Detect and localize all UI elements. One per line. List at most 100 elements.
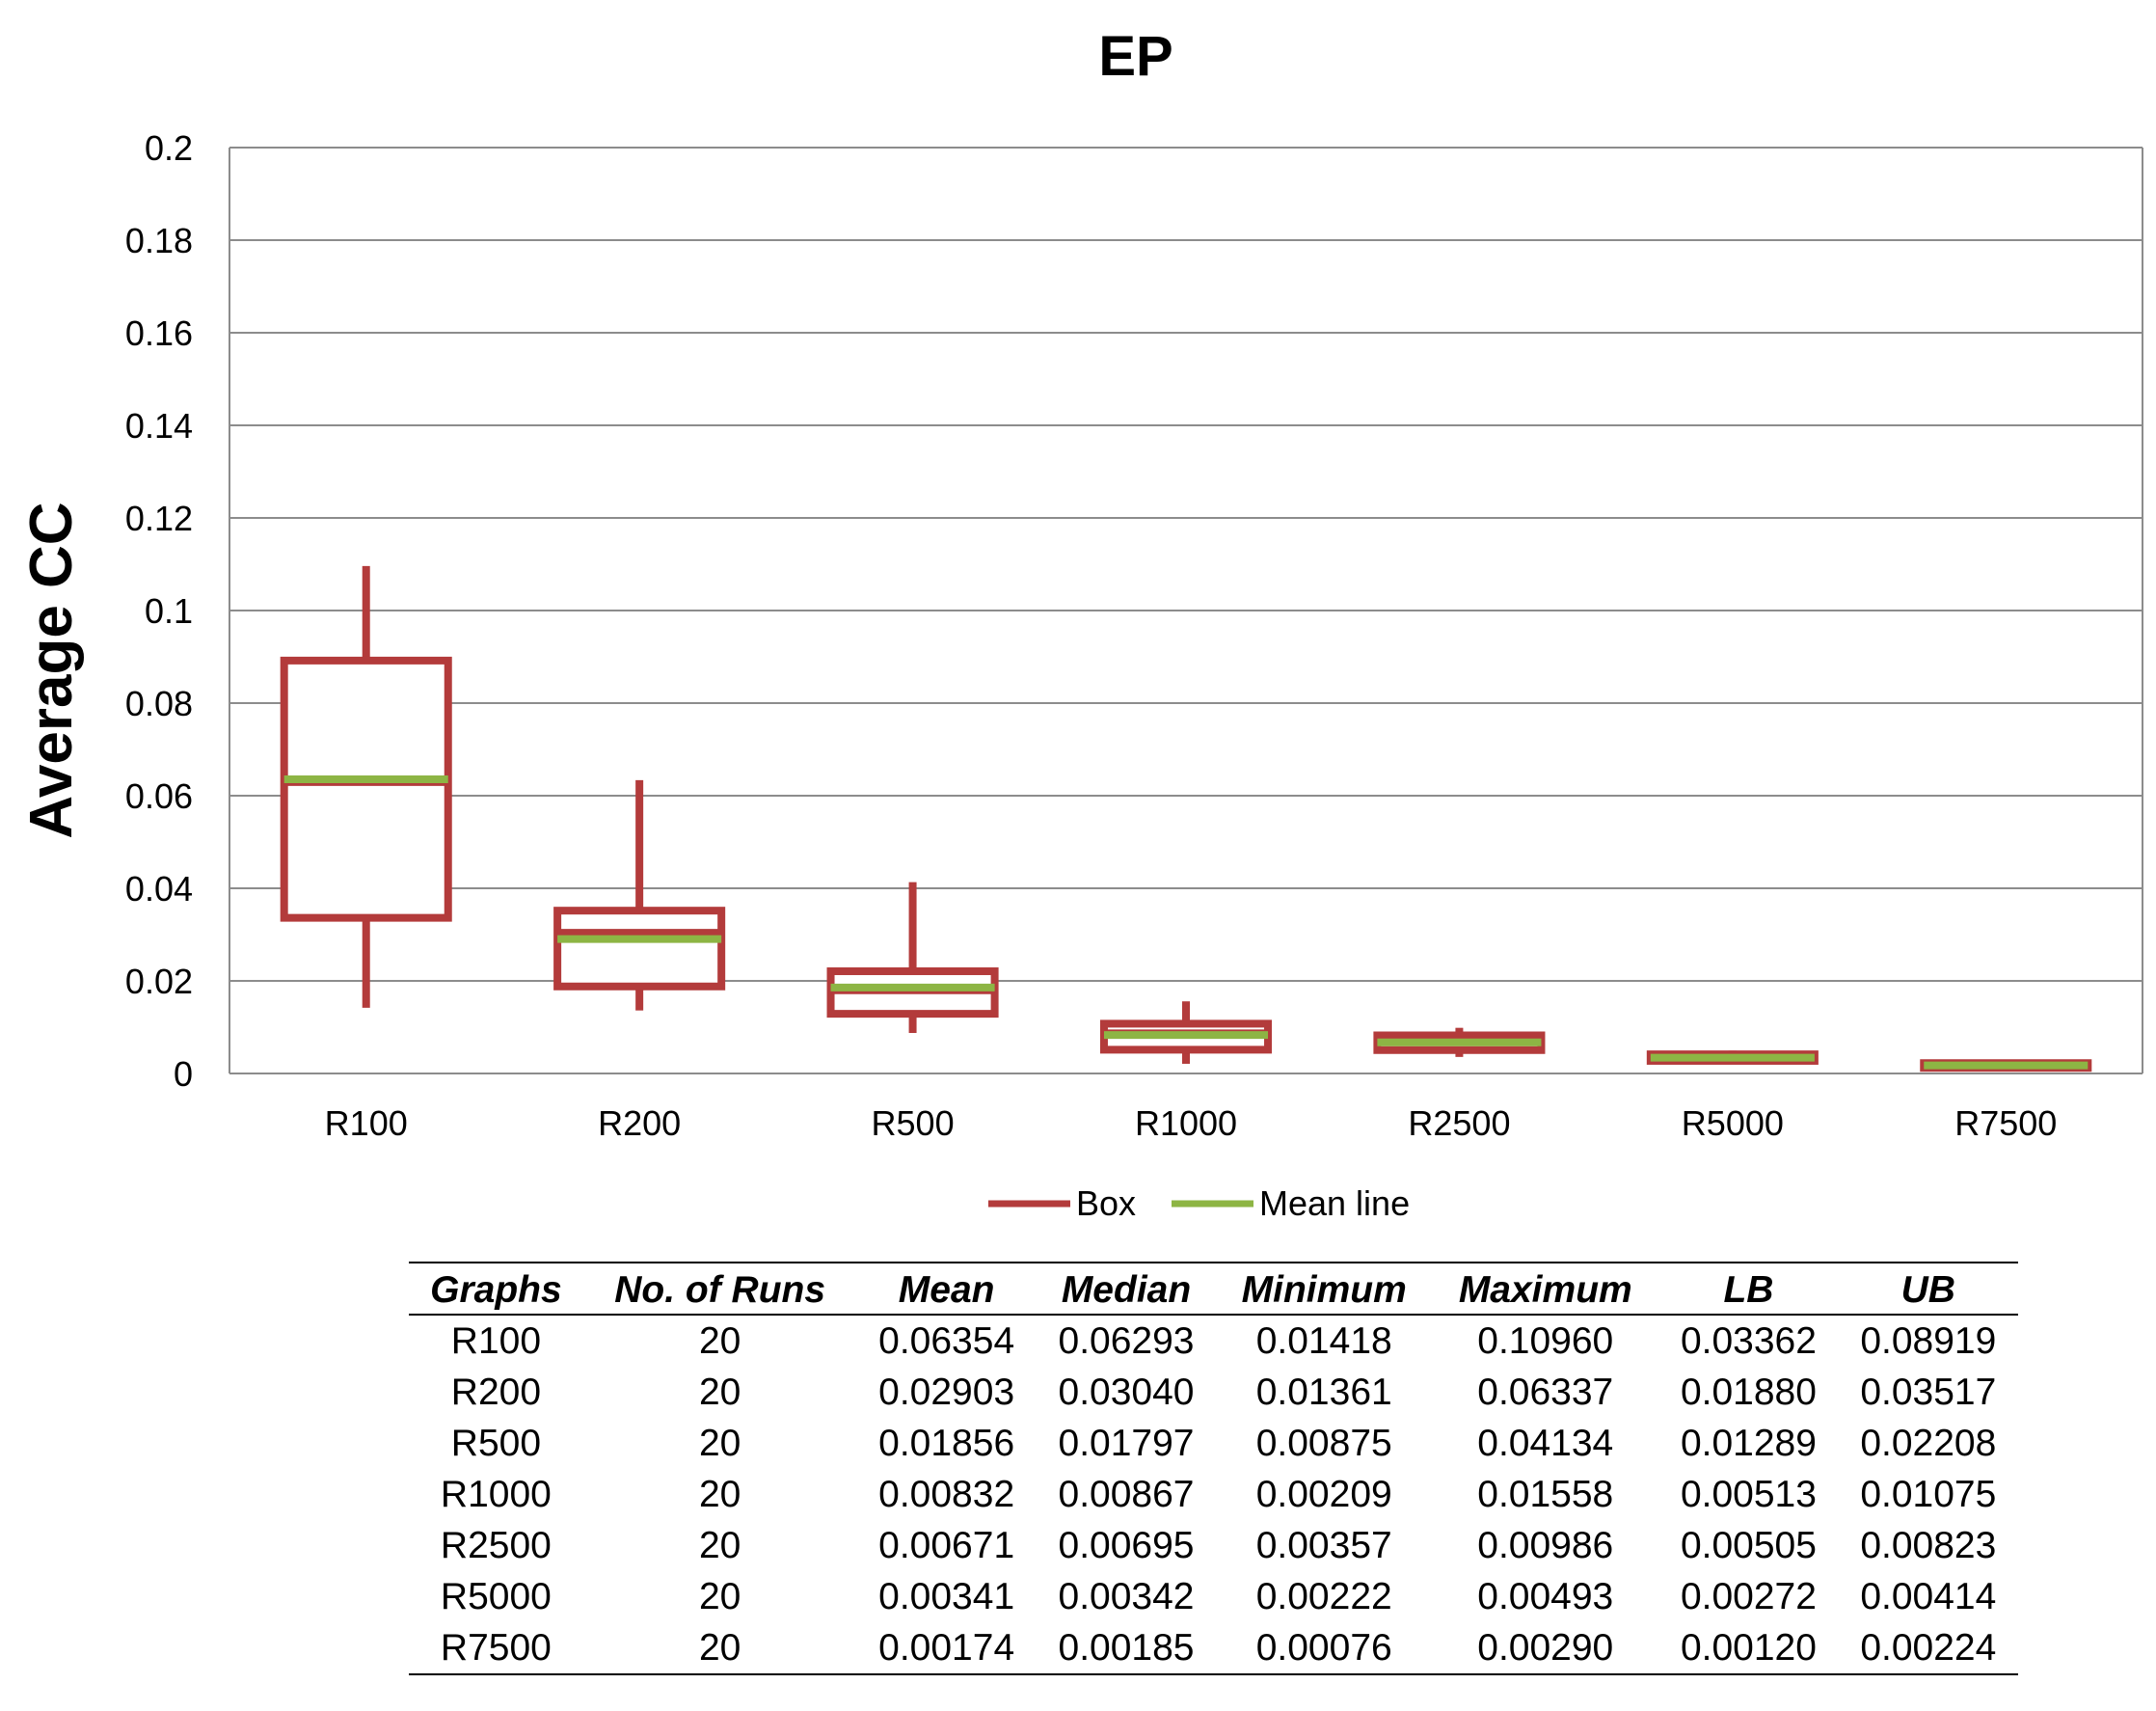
table-cell: 0.00272 xyxy=(1680,1575,1817,1617)
legend-label-box: Box xyxy=(1076,1183,1136,1223)
boxes xyxy=(280,565,2092,1073)
table-cell: 0.01880 xyxy=(1680,1371,1817,1413)
x-tick-labels: R100 R200 R500 R1000 R2500 R5000 R7500 xyxy=(325,1103,2058,1143)
summary-statistics-table: Graphs No. of Runs Mean Median Minimum M… xyxy=(409,1262,2018,1675)
column-header: Median xyxy=(1061,1269,1192,1311)
table-cell: 0.00222 xyxy=(1255,1575,1392,1617)
column-header: Mean xyxy=(898,1269,995,1311)
table-cell: 0.00174 xyxy=(878,1626,1015,1669)
x-tick-label: R1000 xyxy=(1135,1103,1237,1143)
column-header: Graphs xyxy=(430,1269,562,1311)
table-cell: R1000 xyxy=(440,1473,552,1515)
table-cell: 0.10960 xyxy=(1477,1319,1614,1362)
table-cell: 0.01418 xyxy=(1255,1319,1392,1362)
y-tick-label: 0.08 xyxy=(125,684,193,723)
box-plot-chart: EP Average CC 0 0.02 0.04 0.06 0.08 0.1 0.12 0.… xyxy=(18,25,2143,1223)
table-cell: 0.00342 xyxy=(1058,1575,1195,1617)
table-row: R100 20 0.06354 0.06293 0.01418 0.10960 0.0336… xyxy=(409,1315,2018,1367)
y-tick-label: 0.12 xyxy=(125,499,193,538)
table-cell: 0.02903 xyxy=(878,1371,1015,1413)
x-tick-label: R100 xyxy=(325,1103,408,1143)
table-cell: 20 xyxy=(698,1626,741,1669)
table-cell: 0.00341 xyxy=(878,1575,1015,1617)
table-cell: 0.00076 xyxy=(1255,1626,1392,1669)
column-header: Maximum xyxy=(1458,1269,1632,1311)
box xyxy=(280,656,452,922)
table-row: R7500 20 0.00174 0.00185 0.00076 0.00290 0.001… xyxy=(409,1622,2018,1674)
table-cell: 0.00209 xyxy=(1255,1473,1392,1515)
table-cell: 0.00120 xyxy=(1680,1626,1817,1669)
x-tick-label: R2500 xyxy=(1408,1103,1510,1143)
table-cell: 0.00290 xyxy=(1477,1626,1614,1669)
column-header: UB xyxy=(1900,1269,1955,1311)
table-cell: 0.00986 xyxy=(1477,1524,1614,1566)
column-header: No. of Runs xyxy=(614,1269,826,1311)
table-cell: 20 xyxy=(698,1524,741,1566)
y-tick-label: 0.1 xyxy=(145,591,193,631)
table-cell: 0.03517 xyxy=(1860,1371,1997,1413)
table-cell: 20 xyxy=(698,1319,741,1362)
table-row: R500 20 0.01856 0.01797 0.00875 0.04134 0.0128… xyxy=(409,1418,2018,1469)
box xyxy=(553,907,726,991)
table-cell: 0.01856 xyxy=(878,1422,1015,1464)
legend-label-mean-line: Mean line xyxy=(1259,1183,1410,1223)
table-cell: 0.06337 xyxy=(1477,1371,1614,1413)
table-cell: 0.00505 xyxy=(1680,1524,1817,1566)
column-header: LB xyxy=(1723,1269,1774,1311)
y-tick-label: 0.06 xyxy=(125,776,193,816)
table-row: R2500 20 0.00671 0.00695 0.00357 0.00986 0.005… xyxy=(409,1520,2018,1571)
table-cell: 0.00224 xyxy=(1860,1626,1997,1669)
table-cell: 0.03040 xyxy=(1058,1371,1195,1413)
y-tick-label: 0.2 xyxy=(145,128,193,168)
table-cell: 0.01075 xyxy=(1860,1473,1997,1515)
gridlines xyxy=(229,147,2143,1074)
table-cell: 0.00695 xyxy=(1058,1524,1195,1566)
table-row: R5000 20 0.00341 0.00342 0.00222 0.00493 0.002… xyxy=(409,1571,2018,1622)
table-cell: 20 xyxy=(698,1422,741,1464)
y-axis-label: Average CC xyxy=(18,502,85,838)
x-tick-label: R5000 xyxy=(1682,1103,1784,1143)
table-cell: 0.00357 xyxy=(1255,1524,1392,1566)
x-tick-label: R500 xyxy=(872,1103,955,1143)
table-cell: R200 xyxy=(450,1371,542,1413)
table-cell: 0.00513 xyxy=(1680,1473,1817,1515)
x-tick-label: R7500 xyxy=(1954,1103,2057,1143)
table-cell: 0.01797 xyxy=(1058,1422,1195,1464)
table-cell: 0.02208 xyxy=(1860,1422,1997,1464)
y-tick-label: 0.14 xyxy=(125,406,193,446)
column-header: Minimum xyxy=(1241,1269,1407,1311)
table-cell: 0.01361 xyxy=(1255,1371,1392,1413)
table-cell: 0.06354 xyxy=(878,1319,1015,1362)
y-tick-label: 0.02 xyxy=(125,962,193,1001)
y-tick-labels: 0 0.02 0.04 0.06 0.08 0.1 0.12 0.14 0.16 0.18 0.2 xyxy=(125,128,193,1094)
table-cell: R7500 xyxy=(440,1626,552,1669)
table-cell: 0.00875 xyxy=(1255,1422,1392,1464)
y-tick-label: 0 xyxy=(174,1054,193,1094)
table-cell: R5000 xyxy=(440,1575,552,1617)
table-cell: 0.00832 xyxy=(878,1473,1015,1515)
table-cell: 0.00414 xyxy=(1860,1575,1997,1617)
table-cell: 0.06293 xyxy=(1058,1319,1195,1362)
y-tick-label: 0.18 xyxy=(125,221,193,260)
x-tick-label: R200 xyxy=(598,1103,681,1143)
table-cell: R2500 xyxy=(440,1524,552,1566)
table-cell: 0.00867 xyxy=(1058,1473,1195,1515)
table-cell: 20 xyxy=(698,1371,741,1413)
table-cell: 20 xyxy=(698,1575,741,1617)
table-cell: 0.00493 xyxy=(1477,1575,1614,1617)
table-cell: R100 xyxy=(450,1319,542,1362)
y-tick-label: 0.04 xyxy=(125,869,193,909)
table-cell: 0.03362 xyxy=(1680,1319,1817,1362)
table-cell: 0.01558 xyxy=(1477,1473,1614,1515)
y-tick-label: 0.16 xyxy=(125,313,193,353)
chart-title: EP xyxy=(1098,25,1172,88)
table-header-row: Graphs No. of Runs Mean Median Minimum M… xyxy=(409,1263,2018,1315)
table-cell: 0.00823 xyxy=(1860,1524,1997,1566)
table-cell: 0.00185 xyxy=(1058,1626,1195,1669)
legend: Box Mean line xyxy=(988,1183,1410,1223)
table-cell: 0.01289 xyxy=(1680,1422,1817,1464)
table-cell: 0.04134 xyxy=(1477,1422,1614,1464)
table-row: R200 20 0.02903 0.03040 0.01361 0.06337 0.0188… xyxy=(409,1367,2018,1418)
table-cell: R500 xyxy=(450,1422,542,1464)
table-cell: 20 xyxy=(698,1473,741,1515)
